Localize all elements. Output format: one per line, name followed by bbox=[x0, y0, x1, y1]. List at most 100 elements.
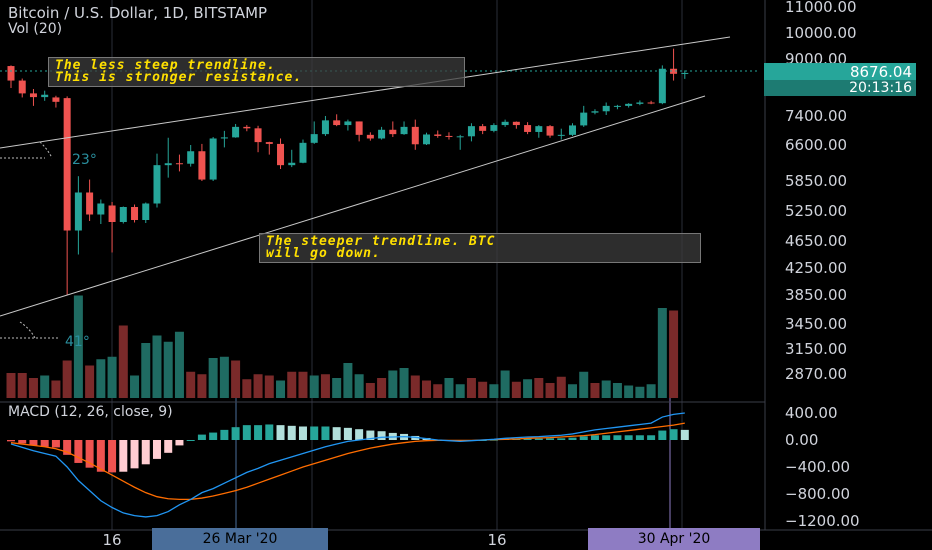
macd-pane bbox=[0, 401, 765, 518]
macd-histogram-bar bbox=[254, 425, 263, 440]
candle-body bbox=[7, 66, 15, 81]
volume-bar bbox=[320, 374, 330, 398]
macd-histogram-bar bbox=[602, 435, 611, 440]
macd-histogram-bar bbox=[523, 438, 532, 440]
angle-label-lower: 41° bbox=[65, 334, 90, 350]
volume-bar bbox=[579, 371, 589, 398]
candle-body bbox=[423, 134, 431, 145]
volume-bar bbox=[478, 381, 488, 398]
candle-body bbox=[310, 134, 318, 143]
volume-bar bbox=[377, 378, 387, 398]
candlesticks bbox=[7, 48, 689, 295]
annotation-support-line2: will go down. bbox=[266, 246, 381, 261]
candle-body bbox=[557, 134, 565, 136]
macd-histogram-bar bbox=[343, 427, 352, 440]
candle-body bbox=[658, 68, 666, 104]
candle-body bbox=[321, 120, 329, 135]
macd-histogram-bar bbox=[321, 426, 330, 440]
price-axis-label: 3450.00 bbox=[785, 315, 847, 333]
macd-histogram-bar bbox=[108, 440, 117, 473]
volume-bar bbox=[28, 378, 38, 398]
annotation-resistance-line1: The less steep trendline. bbox=[55, 58, 276, 73]
candle-body bbox=[344, 121, 352, 126]
candle-body bbox=[333, 120, 341, 126]
macd-histogram-bar bbox=[220, 429, 229, 440]
volume-bar bbox=[534, 378, 544, 398]
macd-histogram-bar bbox=[197, 434, 206, 440]
volume-bar bbox=[309, 375, 319, 398]
volume-bar bbox=[264, 375, 274, 398]
candle-body bbox=[86, 192, 94, 215]
volume-bar bbox=[433, 384, 443, 398]
macd-axis-label: 400.00 bbox=[785, 404, 838, 422]
macd-histogram-bar bbox=[647, 435, 656, 440]
volume-bar bbox=[17, 373, 27, 398]
candle-body bbox=[299, 142, 307, 163]
symbol-title: Bitcoin / U.S. Dollar, 1D, BITSTAMP bbox=[8, 4, 268, 22]
time-axis-label: 16 bbox=[487, 531, 506, 549]
macd-histogram-bar bbox=[669, 429, 678, 440]
volume-bar bbox=[163, 341, 173, 398]
annotation-support-line1: The steeper trendline. BTC bbox=[266, 234, 496, 249]
macd-histogram-bar bbox=[40, 440, 49, 447]
macd-histogram-bar bbox=[635, 435, 644, 440]
macd-histogram-bar bbox=[141, 440, 150, 465]
angle-arc-upper bbox=[39, 141, 53, 159]
macd-histogram-bar bbox=[658, 430, 667, 440]
candle-body bbox=[524, 125, 532, 132]
macd-histogram-bar bbox=[590, 435, 599, 440]
annotation-resistance[interactable]: The less steep trendline. This is strong… bbox=[48, 57, 465, 87]
candle-body bbox=[681, 72, 689, 74]
macd-signal-line bbox=[10, 422, 685, 501]
candle-body bbox=[400, 126, 408, 135]
volume-bar bbox=[354, 374, 364, 398]
volume-indicator-label: Vol (20) bbox=[8, 21, 63, 37]
macd-histogram-bar bbox=[7, 440, 15, 442]
volume-bar bbox=[523, 379, 533, 398]
volume-bar bbox=[466, 378, 476, 398]
volume-bar bbox=[253, 374, 263, 398]
annotation-support[interactable]: The steeper trendline. BTC will go down. bbox=[259, 233, 701, 263]
candle-body bbox=[355, 121, 363, 135]
candle-body bbox=[63, 98, 71, 231]
crosshair-date-right: 30 Apr '20 bbox=[588, 528, 760, 550]
candle-body bbox=[52, 97, 60, 102]
price-axis-label: 3850.00 bbox=[785, 286, 847, 304]
volume-bar bbox=[208, 358, 218, 398]
macd-indicator-label: MACD (12, 26, close, 9) bbox=[8, 404, 173, 420]
candle-body bbox=[625, 103, 633, 106]
price-axis-label: 11000.00 bbox=[785, 0, 857, 16]
volume-bar bbox=[556, 376, 566, 398]
candle-body bbox=[164, 163, 172, 166]
macd-histogram-bar bbox=[231, 427, 240, 440]
macd-histogram-bar bbox=[377, 431, 386, 440]
macd-histogram-bar bbox=[310, 426, 319, 440]
macd-histogram-bar bbox=[680, 429, 689, 440]
volume-bar bbox=[51, 380, 61, 398]
volume-bar bbox=[73, 295, 83, 398]
macd-histogram-bar bbox=[209, 432, 218, 440]
volume-bar bbox=[343, 363, 353, 398]
macd-axis-label: −800.00 bbox=[785, 485, 850, 503]
price-axis-label: 5850.00 bbox=[785, 172, 847, 190]
candle-body bbox=[580, 112, 588, 126]
macd-histogram-bar bbox=[74, 440, 83, 463]
macd-histogram-bar bbox=[579, 436, 588, 440]
volume-bar bbox=[489, 384, 499, 398]
volume-bar bbox=[40, 375, 50, 398]
price-axis-label: 3150.00 bbox=[785, 340, 847, 358]
volume-bar bbox=[388, 370, 398, 398]
macd-histogram-bar bbox=[29, 440, 38, 446]
volume-bar bbox=[96, 359, 106, 398]
time-axis-label: 16 bbox=[102, 531, 121, 549]
volume-bar bbox=[657, 308, 667, 398]
candle-body bbox=[108, 205, 116, 222]
candle-body bbox=[546, 126, 554, 136]
volume-bar bbox=[410, 375, 420, 398]
price-axis-label: 4250.00 bbox=[785, 259, 847, 277]
candle-body bbox=[187, 151, 195, 164]
candle-body bbox=[175, 163, 183, 165]
volume-bar bbox=[422, 380, 432, 398]
volume-bar bbox=[444, 378, 454, 398]
